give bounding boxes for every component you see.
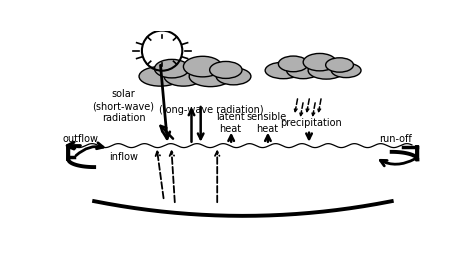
Ellipse shape <box>287 62 319 79</box>
Ellipse shape <box>303 53 336 71</box>
Text: solar
(short-wave)
radiation: solar (short-wave) radiation <box>92 89 155 123</box>
Ellipse shape <box>308 62 345 79</box>
Text: run-off: run-off <box>379 134 412 144</box>
Ellipse shape <box>183 56 222 77</box>
Text: (long-wave radiation): (long-wave radiation) <box>159 105 264 115</box>
Ellipse shape <box>216 68 251 85</box>
Ellipse shape <box>331 63 361 78</box>
Ellipse shape <box>164 67 203 86</box>
Ellipse shape <box>265 62 301 79</box>
Ellipse shape <box>155 59 189 78</box>
Ellipse shape <box>278 56 308 72</box>
Text: precipitation: precipitation <box>280 118 342 128</box>
Text: outflow: outflow <box>63 134 99 144</box>
Ellipse shape <box>326 58 354 72</box>
Text: latent
heat: latent heat <box>216 112 245 134</box>
Ellipse shape <box>139 67 182 86</box>
Ellipse shape <box>189 66 232 87</box>
Ellipse shape <box>210 61 242 78</box>
Text: inflow: inflow <box>109 151 138 161</box>
Text: sensible
heat: sensible heat <box>246 112 287 134</box>
